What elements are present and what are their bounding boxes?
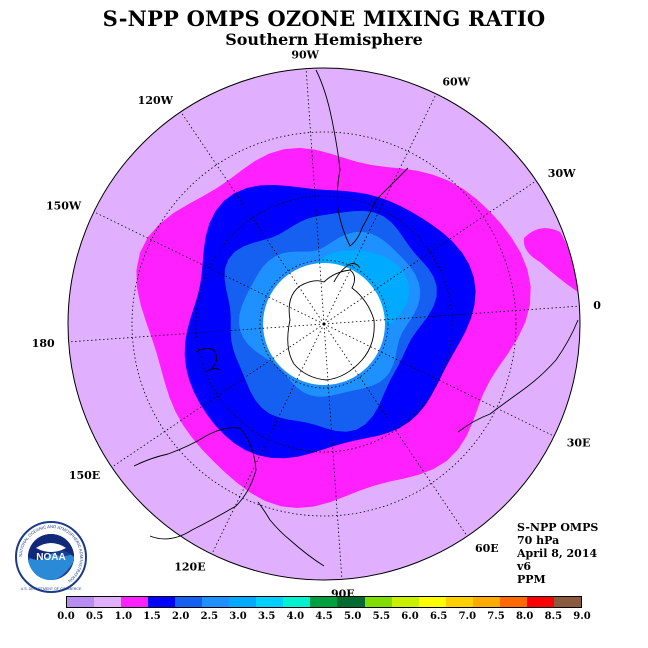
latitude-circle bbox=[259, 259, 389, 389]
colorbar-tick-label: 3.5 bbox=[257, 611, 276, 622]
colorbar-segment bbox=[499, 597, 527, 607]
colorbar-tick-label: 5.5 bbox=[372, 611, 391, 622]
colorbar-segment bbox=[472, 597, 500, 607]
colorbar-tick-label: 3.0 bbox=[229, 611, 247, 622]
colorbar-ticks: 0.0 0.5 1.0 1.5 2.0 2.5 3.0 3.5 4.0 4.5 5.0 5.5 6.0 6… bbox=[57, 611, 590, 625]
map-border bbox=[67, 67, 581, 581]
longitude-label: 60E bbox=[475, 542, 499, 555]
longitude-label: 150E bbox=[69, 469, 100, 482]
colorbar-tick-label: 2.0 bbox=[171, 611, 190, 622]
colorbar-segment bbox=[445, 597, 473, 607]
meridian-line bbox=[68, 323, 325, 343]
meridian-line bbox=[93, 211, 325, 325]
meridian-line bbox=[211, 323, 325, 555]
colorbar-segment bbox=[553, 597, 581, 607]
longitude-label: 30W bbox=[548, 167, 576, 180]
units-label: PPM bbox=[517, 573, 546, 586]
coastline bbox=[205, 367, 221, 373]
coastline bbox=[133, 427, 257, 540]
logo-bottom-text: U.S. DEPARTMENT OF COMMERCE bbox=[21, 587, 82, 591]
colorbar-tick-label: 7.5 bbox=[487, 611, 505, 622]
colorbar-segment bbox=[310, 597, 338, 607]
coastline bbox=[457, 319, 579, 433]
coastline bbox=[333, 263, 361, 283]
colorbar-segment bbox=[229, 597, 257, 607]
meridian-line bbox=[111, 323, 325, 468]
colorbar-tick-label: 1.0 bbox=[114, 611, 133, 622]
colorbar-segment bbox=[67, 597, 95, 607]
latitude-circle bbox=[195, 195, 453, 453]
colorbar-tick-label: 4.5 bbox=[315, 611, 333, 622]
colorbar-tick-label: 8.0 bbox=[515, 611, 534, 622]
longitude-label: 150W bbox=[46, 200, 82, 213]
colorbar-segment bbox=[526, 597, 554, 607]
meridian-line bbox=[323, 305, 580, 325]
meridian-line bbox=[305, 68, 325, 325]
chart-subtitle: Southern Hemisphere bbox=[225, 30, 423, 49]
meridian-line bbox=[323, 323, 468, 537]
longitude-label: 180 bbox=[32, 337, 55, 350]
pressure-level: 70 hPa bbox=[517, 534, 560, 547]
ozone-field bbox=[68, 68, 580, 580]
colorbar-tick-label: 8.5 bbox=[544, 611, 563, 622]
colorbar-tick-label: 9.0 bbox=[573, 611, 591, 622]
colorbar-tick-label: 6.5 bbox=[429, 611, 448, 622]
meridian-line bbox=[323, 323, 343, 580]
colorbar-tick-label: 5.0 bbox=[343, 611, 362, 622]
colorbar-segment bbox=[202, 597, 230, 607]
colorbar-tick-label: 0.5 bbox=[85, 611, 104, 622]
instrument-label: S-NPP OMPS bbox=[517, 521, 599, 534]
longitude-label: 0 bbox=[593, 299, 601, 312]
colorbar-tick-label: 6.0 bbox=[401, 611, 419, 622]
colorbar-tick-label: 0.0 bbox=[57, 611, 75, 622]
meridian-line bbox=[323, 93, 437, 325]
noaa-logo-icon: NOAA NATIONAL OCEANIC AND ATMOSPHERIC AD… bbox=[15, 521, 87, 593]
colorbar-segment bbox=[94, 597, 122, 607]
coastline bbox=[195, 347, 217, 369]
colorbar-segment bbox=[148, 597, 176, 607]
colorbar-segment bbox=[121, 597, 149, 607]
colorbar-tick-label: 2.5 bbox=[200, 611, 219, 622]
colorbar-segment bbox=[256, 597, 284, 607]
meridian-line bbox=[323, 180, 537, 325]
longitude-label: 30E bbox=[567, 436, 591, 449]
colorbar-segment bbox=[391, 597, 419, 607]
colorbar-segment bbox=[283, 597, 311, 607]
colorbar-segment bbox=[364, 597, 392, 607]
date-label: April 8, 2014 bbox=[517, 547, 598, 560]
meridian-line bbox=[180, 111, 325, 325]
colorbar-segment bbox=[337, 597, 365, 607]
colorbar bbox=[66, 596, 582, 608]
longitude-label: 60W bbox=[442, 75, 470, 88]
logo-text: NOAA bbox=[36, 552, 65, 563]
colorbar-tick-label: 4.0 bbox=[286, 611, 305, 622]
info-block: S-NPP OMPS 70 hPa April 8, 2014 v6 PPM bbox=[517, 521, 598, 586]
longitude-label: 120E bbox=[174, 561, 205, 574]
coastline bbox=[257, 501, 325, 567]
graticule bbox=[68, 68, 580, 580]
coastline bbox=[315, 69, 409, 247]
colorbar-tick-label: 7.0 bbox=[458, 611, 477, 622]
meridian-line bbox=[323, 323, 555, 437]
longitude-label: 120W bbox=[138, 94, 174, 107]
field-1-0-patch bbox=[523, 228, 578, 292]
colorbar-segment bbox=[418, 597, 446, 607]
longitude-label: 90W bbox=[291, 49, 319, 62]
noaa-logo: NOAA NATIONAL OCEANIC AND ATMOSPHERIC AD… bbox=[14, 520, 88, 594]
chart-title: S-NPP OMPS OZONE MIXING RATIO bbox=[102, 6, 546, 31]
colorbar-segment bbox=[175, 597, 203, 607]
coastlines bbox=[133, 69, 579, 567]
coastline bbox=[287, 269, 375, 381]
colorbar-tick-label: 1.5 bbox=[143, 611, 161, 622]
version-label: v6 bbox=[517, 560, 532, 573]
latitude-circle bbox=[131, 131, 517, 517]
